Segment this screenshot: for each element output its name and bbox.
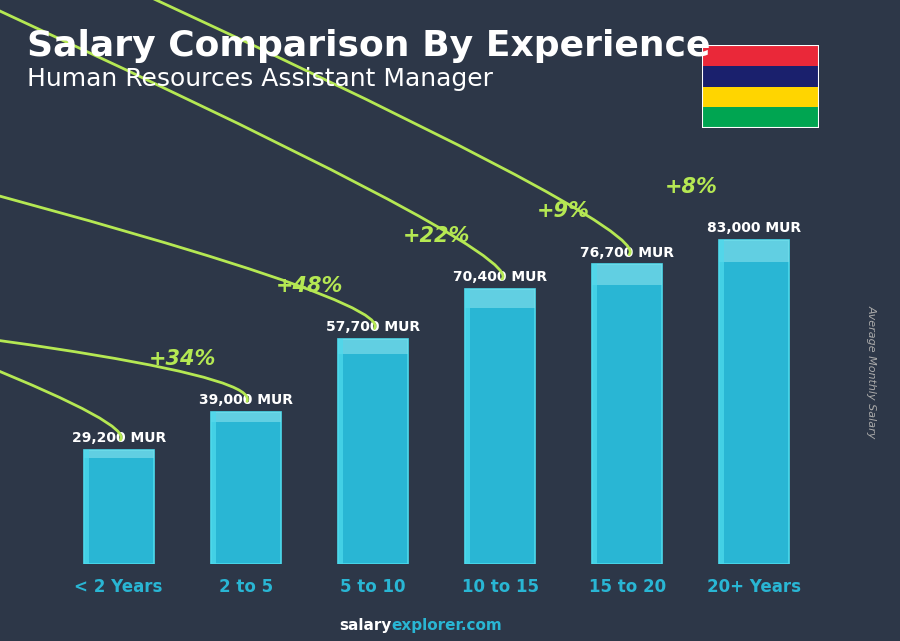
Text: 29,200 MUR: 29,200 MUR — [71, 431, 166, 445]
Bar — [465, 289, 535, 308]
Bar — [338, 338, 343, 564]
Text: +34%: +34% — [148, 349, 216, 369]
Text: 57,700 MUR: 57,700 MUR — [326, 320, 420, 334]
Text: +9%: +9% — [537, 201, 590, 221]
Text: 39,000 MUR: 39,000 MUR — [199, 393, 292, 407]
Text: Human Resources Assistant Manager: Human Resources Assistant Manager — [27, 67, 493, 91]
FancyBboxPatch shape — [84, 450, 154, 564]
Bar — [702, 45, 819, 65]
Bar — [84, 450, 88, 564]
Text: +48%: +48% — [275, 276, 343, 296]
Bar — [592, 264, 597, 564]
Text: 83,000 MUR: 83,000 MUR — [707, 221, 801, 235]
Bar — [84, 450, 154, 458]
FancyBboxPatch shape — [592, 264, 662, 564]
FancyBboxPatch shape — [338, 338, 408, 564]
Bar — [211, 412, 281, 422]
FancyBboxPatch shape — [719, 240, 789, 564]
Text: explorer.com: explorer.com — [392, 619, 502, 633]
FancyBboxPatch shape — [465, 289, 535, 564]
Text: 70,400 MUR: 70,400 MUR — [453, 271, 547, 285]
Text: salary: salary — [339, 619, 392, 633]
Bar — [719, 240, 724, 564]
Bar — [702, 107, 819, 128]
FancyBboxPatch shape — [211, 412, 281, 564]
Text: 76,700 MUR: 76,700 MUR — [580, 246, 674, 260]
Text: +22%: +22% — [403, 226, 470, 246]
Bar — [702, 65, 819, 87]
Bar — [465, 289, 470, 564]
Bar — [211, 412, 216, 564]
Bar — [702, 87, 819, 107]
Text: +8%: +8% — [664, 177, 717, 197]
Bar — [338, 338, 408, 354]
Text: Salary Comparison By Experience: Salary Comparison By Experience — [27, 29, 710, 63]
Text: Average Monthly Salary: Average Monthly Salary — [866, 305, 877, 438]
Bar — [719, 240, 789, 263]
Bar — [592, 264, 662, 285]
